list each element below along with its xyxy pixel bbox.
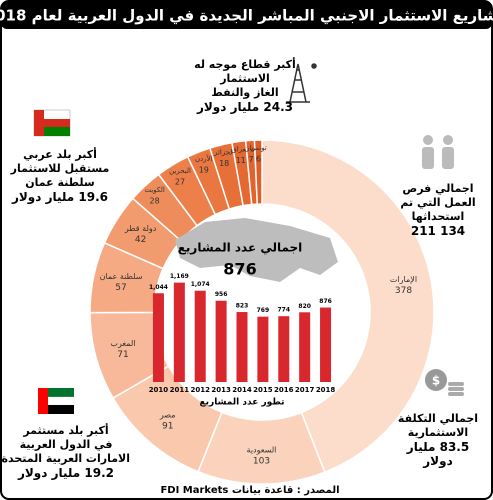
map-shape xyxy=(175,218,338,282)
bar xyxy=(194,290,206,382)
segment-value: 11 xyxy=(236,156,246,165)
x-tick-label: 2014 xyxy=(232,386,252,394)
panel-line: الغاز والنفط xyxy=(211,86,279,99)
value-label: 876 xyxy=(319,298,332,305)
segment-label: الكويت xyxy=(144,186,164,194)
source: المصدر : قاعدة بيانات FDI Markets xyxy=(160,485,339,496)
segment-label: الأردن xyxy=(195,154,213,163)
value-label: 820 xyxy=(298,303,311,310)
panel-line: 24.3 مليار دولار xyxy=(196,100,294,114)
panel-line: اجمالي التكلفة xyxy=(397,412,479,425)
svg-text:$: $ xyxy=(432,374,440,388)
segment-label: العراق xyxy=(231,145,250,153)
panel-line: دولار xyxy=(423,454,453,468)
value-label: 1,044 xyxy=(149,284,168,291)
x-tick-label: 2011 xyxy=(170,386,190,394)
x-tick-label: 2012 xyxy=(190,386,210,394)
uae-flag xyxy=(37,388,75,414)
panel-line: الاستثمارية xyxy=(407,426,469,439)
segment-label: تونس xyxy=(250,144,266,152)
segment-value: 91 xyxy=(162,421,173,431)
segment-label: مصر xyxy=(159,410,176,419)
x-tick-label: 2016 xyxy=(274,386,294,394)
bar xyxy=(236,312,248,382)
panel-line: أكبر قطاع موجه له xyxy=(194,58,296,71)
bar xyxy=(215,300,227,382)
x-tick-label: 2017 xyxy=(295,386,315,394)
segment-label: دولة قطر xyxy=(124,224,157,233)
segment-value: 28 xyxy=(150,197,160,206)
segment-value: 378 xyxy=(395,286,412,296)
panel-line: 19.2 مليار دولار xyxy=(17,466,115,480)
segment-value: 27 xyxy=(175,177,185,186)
jobs-panel: اجمالي فرص العمل التي تم استحداثها 134 2… xyxy=(388,182,488,238)
segment-value: 19 xyxy=(199,166,209,175)
uae-panel: أكبر بلد مستثمر في الدول العربية الامارا… xyxy=(1,424,130,480)
bar xyxy=(173,282,185,382)
panel-line: 19.6 مليار دولار xyxy=(11,190,109,204)
title: مشاريع الاستثمار الاجنبي المباشر الجديدة… xyxy=(0,7,493,25)
segment-value: 6 xyxy=(256,155,261,164)
segment-label: لبنان xyxy=(244,144,258,152)
panel-line: أكبر بلد مستثمر xyxy=(23,424,109,437)
panel-line: 134 211 xyxy=(410,224,466,238)
center-total: 876 xyxy=(223,260,256,279)
bar xyxy=(278,316,290,382)
panel-line: الاستثمار xyxy=(220,72,270,85)
value-label: 823 xyxy=(236,303,249,310)
panel-line: في الدول العربية xyxy=(19,438,113,451)
x-tick-label: 2010 xyxy=(149,386,169,394)
bar xyxy=(152,293,164,382)
value-label: 1,074 xyxy=(191,281,210,288)
segment-value: 7 xyxy=(248,155,253,164)
segment-value: 103 xyxy=(253,456,270,466)
x-tick-label: 2018 xyxy=(316,386,336,394)
value-label: 1,169 xyxy=(170,273,189,280)
segment-value: 42 xyxy=(135,235,146,245)
value-label: 774 xyxy=(278,307,291,314)
oman-flag xyxy=(33,109,71,137)
segment-label: الإمارات xyxy=(390,275,417,285)
panel-line: العمل التي تم xyxy=(400,196,476,209)
sector-panel: أكبر قطاع موجه له الاستثمار الغاز والنفط… xyxy=(185,58,305,114)
segment-value: 57 xyxy=(115,283,126,293)
bar-chart: 1,044 2010 1,169 2011 1,074 2012 956 2013 823 201… xyxy=(149,273,336,407)
value-label: 769 xyxy=(257,307,270,314)
x-axis-title: تطور عدد المشاريع xyxy=(200,398,285,408)
segment-label: البحرين xyxy=(169,167,191,175)
segment-label: المغرب xyxy=(110,339,135,348)
people-icon xyxy=(422,135,454,169)
panel-line: أكبر بلد عربي xyxy=(23,148,97,161)
segment-label: السعودية xyxy=(247,445,277,454)
panel-line: 83.5 مليار xyxy=(406,440,470,454)
panel-line: اجمالي فرص xyxy=(402,182,474,195)
panel-line: مستقبل للاستثمار xyxy=(10,162,110,175)
center-title: اجمالي عدد المشاريع xyxy=(178,241,303,255)
coins-icon: $ xyxy=(425,369,464,396)
oman-panel: أكبر بلد عربي مستقبل للاستثمار سلطنة عما… xyxy=(4,148,116,204)
oil-rig-icon xyxy=(286,63,317,103)
value-label: 956 xyxy=(215,291,228,298)
panel-line: الامارات العربية المتحدة xyxy=(1,452,130,465)
segment-label: الجزائر xyxy=(213,149,234,157)
segment-value: 71 xyxy=(117,350,128,360)
panel-line: استحداثها xyxy=(411,210,465,223)
title-bar xyxy=(1,1,492,29)
x-tick-label: 2013 xyxy=(211,386,231,394)
segment-label: سلطنة عمان xyxy=(100,272,143,281)
x-tick-label: 2015 xyxy=(253,386,273,394)
segment-value: 18 xyxy=(219,159,229,168)
cost-panel: اجمالي التكلفة الاستثمارية 83.5 مليار دو… xyxy=(388,412,488,468)
bar xyxy=(299,312,311,382)
bar xyxy=(320,307,332,382)
bar xyxy=(257,316,269,382)
panel-line: سلطنة عمان xyxy=(25,176,95,189)
